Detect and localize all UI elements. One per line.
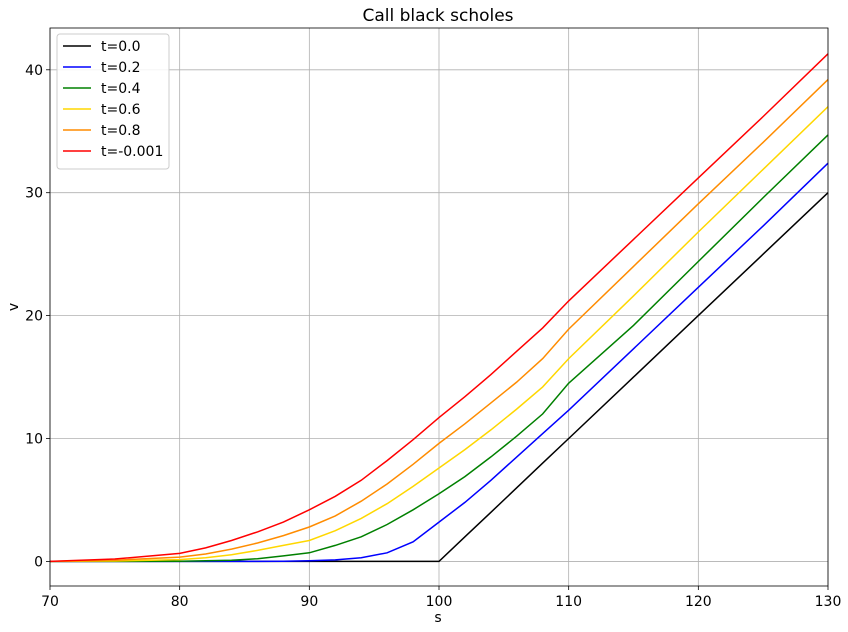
series-line xyxy=(50,134,829,563)
x-tick-label: 90 xyxy=(300,594,318,610)
legend-label: t=0.0 xyxy=(101,39,140,55)
x-tick-label: 120 xyxy=(685,594,712,610)
legend-label: t=0.2 xyxy=(101,60,140,76)
series-line xyxy=(49,79,829,563)
legend-label: t=0.8 xyxy=(101,123,140,139)
y-axis-label: v xyxy=(6,303,22,311)
x-tick-label: 70 xyxy=(41,594,59,610)
series-line xyxy=(49,106,829,563)
y-tick-label: 20 xyxy=(25,309,43,325)
y-tick-label: 10 xyxy=(25,432,43,448)
legend: t=0.0 t=0.2 t=0.4 t=0.6 t=0.8 t=-0.001 xyxy=(56,33,170,170)
legend-label: t=0.4 xyxy=(101,81,141,97)
y-ticks: 0 10 20 30 40 xyxy=(25,63,50,570)
x-axis-label: s xyxy=(434,610,441,626)
chart-title: Call black scholes xyxy=(362,6,513,26)
legend-label: t=-0.001 xyxy=(101,144,163,160)
x-tick-label: 80 xyxy=(171,594,189,610)
x-ticks: 70 80 90 100 110 120 130 xyxy=(41,586,841,610)
x-tick-label: 100 xyxy=(426,594,453,610)
legend-label: t=0.6 xyxy=(101,102,141,118)
x-tick-label: 110 xyxy=(555,594,582,610)
series-line xyxy=(49,53,829,563)
series-line xyxy=(50,162,829,563)
x-tick-label: 130 xyxy=(815,594,842,610)
y-tick-label: 0 xyxy=(34,554,43,570)
y-tick-label: 30 xyxy=(25,186,43,202)
series-lines xyxy=(49,53,829,563)
y-tick-label: 40 xyxy=(25,63,43,79)
